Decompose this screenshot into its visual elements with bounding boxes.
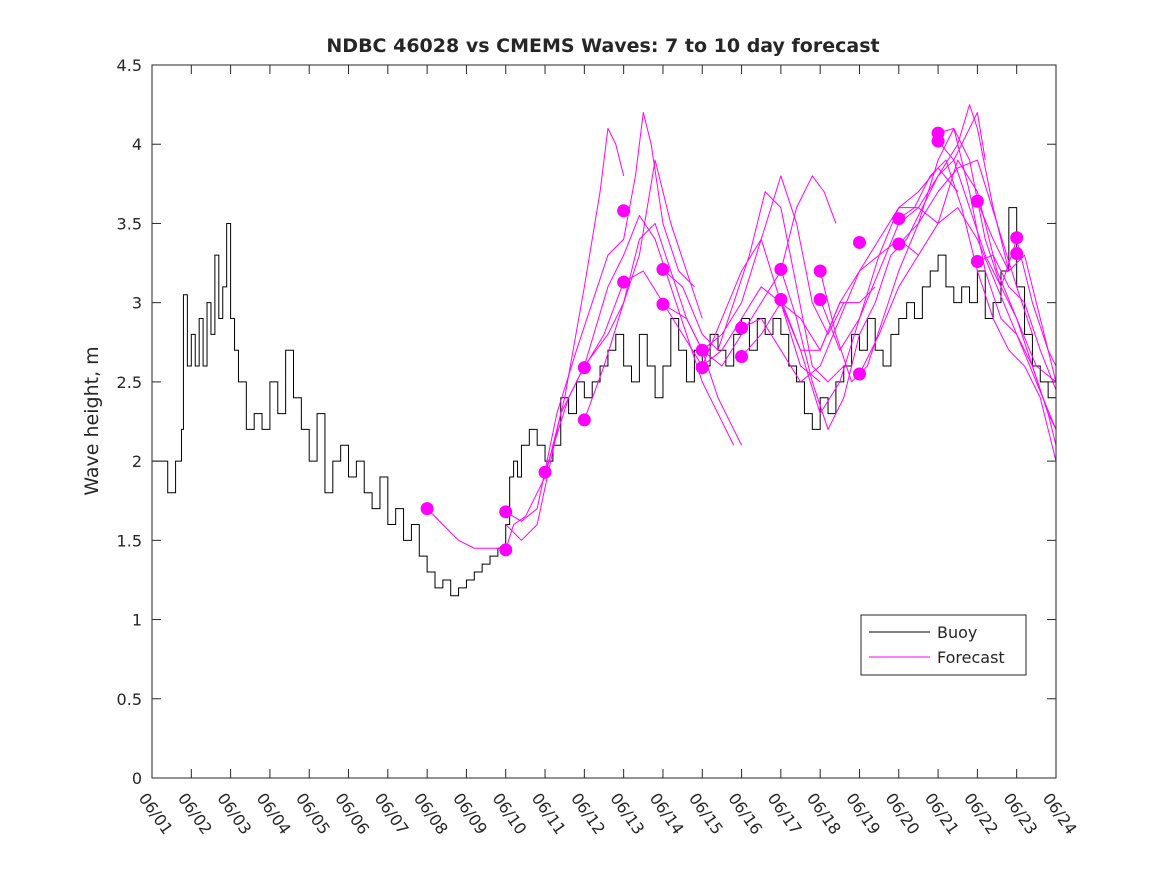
- forecast-marker: [695, 343, 709, 357]
- y-tick-label: 3.5: [117, 214, 142, 233]
- y-tick-label: 2: [132, 452, 142, 471]
- forecast-marker: [970, 254, 984, 268]
- forecast-marker: [813, 292, 827, 306]
- forecast-line: [976, 201, 1057, 383]
- forecast-marker: [1010, 247, 1024, 261]
- forecast-marker: [577, 361, 591, 375]
- y-tick-label: 1.5: [117, 531, 142, 550]
- forecast-marker: [499, 505, 513, 519]
- forecast-marker: [892, 212, 906, 226]
- forecast-marker: [1010, 231, 1024, 245]
- forecast-line: [741, 167, 959, 383]
- forecast-marker: [695, 361, 709, 375]
- forecast-marker: [617, 275, 631, 289]
- forecast-line: [937, 127, 1057, 430]
- forecast-markers: [420, 126, 1024, 557]
- legend-box: [860, 614, 1027, 676]
- forecast-line: [505, 159, 703, 541]
- legend-buoy-label: Buoy: [937, 623, 977, 642]
- forecast-marker: [577, 413, 591, 427]
- forecast-marker: [852, 367, 866, 381]
- y-tick-label: 2.5: [117, 373, 142, 392]
- forecast-marker: [892, 237, 906, 251]
- forecast-marker: [813, 264, 827, 278]
- forecast-line: [505, 112, 695, 522]
- forecast-line: [662, 175, 845, 351]
- y-tick-label: 0: [132, 769, 142, 788]
- buoy-series: [152, 207, 1057, 597]
- y-tick-label: 1: [132, 611, 142, 630]
- chart-title: NDBC 46028 vs CMEMS Waves: 7 to 10 day f…: [326, 35, 879, 57]
- forecast-marker: [538, 465, 552, 479]
- forecast-marker: [774, 292, 788, 306]
- forecast-marker: [735, 321, 749, 335]
- forecast-marker: [420, 502, 434, 516]
- forecast-marker: [656, 297, 670, 311]
- forecast-line: [859, 207, 1057, 430]
- forecast-marker: [970, 194, 984, 208]
- forecast-marker: [931, 134, 945, 148]
- forecast-line: [662, 191, 845, 383]
- forecast-marker: [852, 235, 866, 249]
- forecast-marker: [499, 543, 513, 557]
- forecast-line: [898, 159, 1057, 462]
- forecast-line: [701, 286, 876, 367]
- y-axis-label: Wave height, m: [81, 346, 103, 495]
- buoy-line: [152, 207, 1057, 597]
- forecast-line: [937, 140, 1057, 367]
- forecast-line: [977, 254, 1057, 390]
- plot-frame: [151, 64, 1057, 779]
- y-axis: 0 0.5 1 1.5 2 2.5 3 3.5 4 4.5: [117, 56, 1056, 788]
- y-tick-label: 4: [132, 135, 142, 154]
- forecast-line: [583, 222, 743, 446]
- legend-forecast-label: Forecast: [937, 648, 1005, 667]
- legend: Buoy Forecast: [860, 614, 1027, 676]
- forecast-marker: [617, 204, 631, 218]
- forecast-line: [426, 508, 506, 549]
- forecast-marker: [656, 262, 670, 276]
- y-tick-label: 4.5: [117, 56, 142, 75]
- forecast-marker: [774, 262, 788, 276]
- forecast-line: [780, 104, 1010, 415]
- forecast-marker: [735, 350, 749, 364]
- y-tick-label: 3: [132, 294, 142, 313]
- forecast-line: [780, 112, 986, 430]
- y-tick-label: 0.5: [117, 690, 142, 709]
